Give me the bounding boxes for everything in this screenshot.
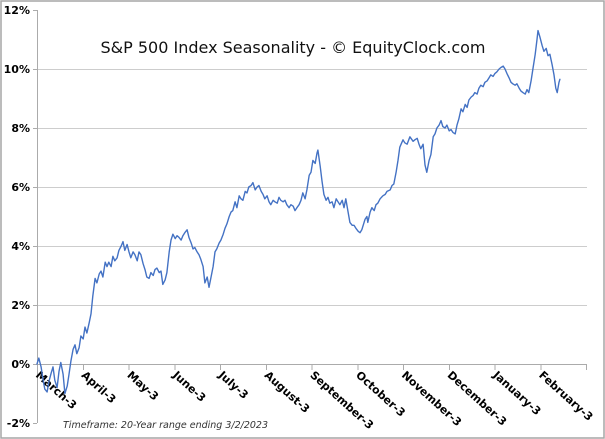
gridlines [37, 69, 587, 306]
axes [33, 10, 587, 424]
y-axis-tick-label: 0% [11, 358, 30, 371]
y-axis-tick-label: 8% [11, 122, 30, 135]
chart-title: S&P 500 Index Seasonality - © EquityCloc… [101, 38, 486, 57]
y-axis-tick-label: 12% [4, 4, 30, 17]
timeframe-footnote: Timeframe: 20-Year range ending 3/2/2023 [63, 420, 268, 431]
y-axis-tick-label: 10% [4, 63, 30, 76]
seasonality-line-series [36, 29, 561, 395]
y-axis-tick-label: 4% [11, 240, 30, 253]
y-axis-tick-label: -2% [7, 417, 30, 430]
y-axis-labels: 12% 10% 8% 6% 4% 2% 0% -2% [4, 4, 30, 430]
y-axis-tick-label: 2% [11, 299, 30, 312]
y-axis-tick-label: 6% [11, 181, 30, 194]
